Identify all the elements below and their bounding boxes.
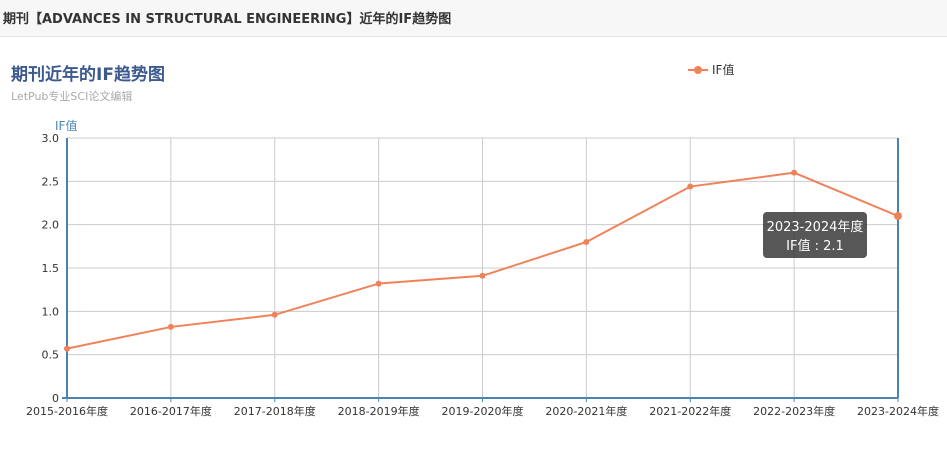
x-tick-label: 2021-2022年度 xyxy=(649,404,731,418)
legend-label[interactable]: IF值 xyxy=(712,62,734,77)
data-point[interactable] xyxy=(894,212,902,220)
y-tick-label: 1.0 xyxy=(42,305,60,318)
page-header: 期刊【ADVANCES IN STRUCTURAL ENGINEERING】近年… xyxy=(0,0,947,37)
y-tick-label: 1.5 xyxy=(42,262,60,275)
y-axis-label: IF值 xyxy=(55,118,77,133)
data-point[interactable] xyxy=(791,169,798,176)
page-title: 期刊【ADVANCES IN STRUCTURAL ENGINEERING】近年… xyxy=(3,12,452,27)
data-point[interactable] xyxy=(479,272,486,279)
data-point[interactable] xyxy=(375,280,382,287)
y-tick-label: 0.5 xyxy=(42,349,60,362)
y-tick-label: 0 xyxy=(52,392,59,405)
x-tick-label: 2016-2017年度 xyxy=(130,404,212,418)
x-tick-label: 2022-2023年度 xyxy=(753,404,835,418)
y-tick-label: 2.0 xyxy=(42,219,60,232)
x-tick-label: 2018-2019年度 xyxy=(338,404,420,418)
data-point[interactable] xyxy=(167,323,174,330)
data-point[interactable] xyxy=(583,239,590,245)
legend-marker[interactable] xyxy=(694,66,702,74)
y-tick-label: 2.5 xyxy=(42,175,60,188)
tooltip-value: IF值 : 2.1 xyxy=(786,238,844,254)
x-tick-label: 2015-2016年度 xyxy=(26,404,108,418)
data-point[interactable] xyxy=(64,345,70,352)
x-tick-label: 2017-2018年度 xyxy=(234,404,316,418)
data-point[interactable] xyxy=(687,183,694,190)
tooltip-category: 2023-2024年度 xyxy=(767,219,864,235)
tooltip-box xyxy=(763,212,867,258)
x-tick-label: 2019-2020年度 xyxy=(442,404,524,418)
data-point[interactable] xyxy=(271,311,278,318)
chart-title: 期刊近年的IF趋势图 xyxy=(11,65,165,85)
x-tick-label: 2020-2021年度 xyxy=(545,404,627,418)
y-tick-label: 3.0 xyxy=(42,132,60,145)
chart-subtitle: LetPub专业SCI论文编辑 xyxy=(11,90,133,103)
x-tick-label: 2023-2024年度 xyxy=(857,404,939,418)
